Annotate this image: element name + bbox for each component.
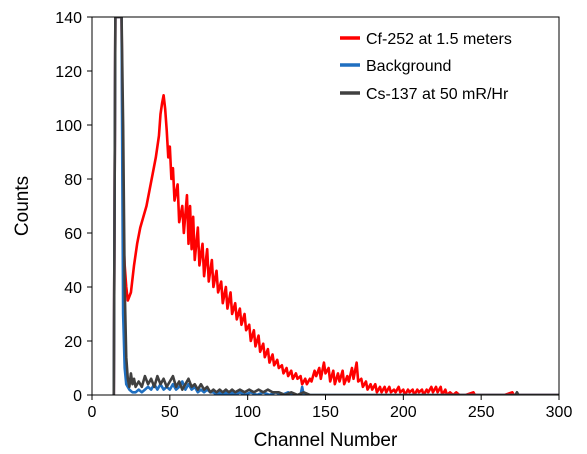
y-tick-label-0: 0 (73, 388, 82, 405)
series-line-1 (112, 17, 559, 395)
plot-frame (91, 16, 560, 396)
legend-label-2: Cs-137 at 50 mR/Hr (366, 86, 509, 103)
x-tick-label-2: 100 (234, 404, 261, 421)
tick-labels-layer: 0 50 100 150 200 250 300 0 20 40 60 80 100 120 140 (55, 10, 572, 421)
legend: Cf-252 at 1.5 meters Background Cs-137 at … (340, 31, 512, 103)
x-tick-label-3: 150 (312, 404, 339, 421)
series-layer (112, 17, 559, 395)
y-axis-title: Counts (12, 176, 33, 236)
x-tick-label-1: 50 (161, 404, 179, 421)
x-tick-label-0: 0 (88, 404, 97, 421)
series-line-2 (112, 17, 559, 395)
x-tick-label-4: 200 (390, 404, 417, 421)
y-tick-label-2: 40 (64, 280, 82, 297)
x-tick-label-6: 300 (546, 404, 573, 421)
y-tick-label-5: 100 (55, 118, 82, 135)
series-line-0 (112, 17, 559, 395)
ticks-layer (87, 16, 560, 400)
legend-label-1: Background (366, 58, 451, 75)
y-tick-label-7: 140 (55, 10, 82, 27)
y-tick-label-6: 120 (55, 64, 82, 81)
legend-label-0: Cf-252 at 1.5 meters (366, 31, 512, 48)
y-tick-label-4: 80 (64, 172, 82, 189)
x-axis-title: Channel Number (254, 430, 398, 451)
x-tick-label-5: 250 (468, 404, 495, 421)
y-tick-label-3: 60 (64, 226, 82, 243)
y-tick-label-1: 20 (64, 334, 82, 351)
